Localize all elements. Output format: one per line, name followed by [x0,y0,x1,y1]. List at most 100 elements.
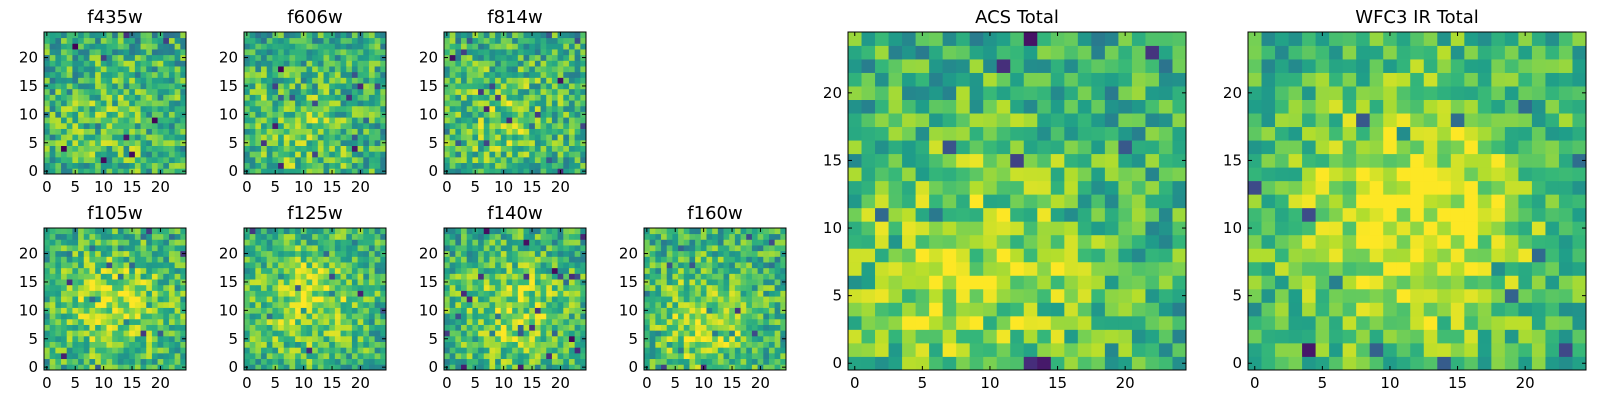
heatmap-cell [346,245,353,252]
heatmap-cell [249,364,256,371]
heatmap-cell [72,352,79,360]
heatmap-cell [472,117,479,124]
heatmap-cell [146,168,153,175]
heatmap-cell [272,139,279,146]
heatmap-cell [546,156,553,164]
heatmap-cell [272,60,279,67]
heatmap-cell [66,335,73,342]
heatmap-cell [89,307,96,314]
heatmap-cell [300,273,307,280]
heatmap-cell [568,335,576,342]
heatmap-cell [666,250,673,257]
heatmap-cell [317,156,324,164]
heatmap-cell [466,162,473,169]
heatmap-cell [563,228,570,235]
heatmap-cell [283,71,290,78]
heatmap-cell [151,100,158,107]
heatmap-cell [483,83,490,90]
heatmap-cell [151,88,158,95]
heatmap-cell [329,105,336,112]
heatmap-cell [546,139,553,146]
heatmap-cell [112,262,119,269]
heatmap-cell [346,324,353,331]
heatmap-cell [117,318,124,325]
heatmap-cell [551,290,558,297]
heatmap-cell [49,60,56,67]
heatmap-cell [89,128,96,135]
heatmap-cell [351,168,358,175]
heatmap-cell [163,111,170,118]
heatmap-cell [146,250,153,257]
heatmap-cell [574,307,581,314]
heatmap-cell [168,77,176,84]
heatmap-cell [666,239,673,246]
heatmap-cell [512,324,519,331]
heatmap-cell [289,83,296,90]
heatmap-cell [180,245,187,252]
heatmap-cell [180,341,187,348]
heatmap-cell [557,245,564,252]
heatmap-cell [551,134,558,141]
heatmap-cell [89,32,96,39]
heatmap-cell [95,83,102,90]
heatmap-cell [780,341,787,348]
heatmap-cell [368,324,376,331]
heatmap-cell [340,156,347,164]
heatmap-cell [123,313,130,320]
heatmap-cell [249,128,256,135]
heatmap-cell [180,256,187,263]
heatmap-cell [902,261,916,276]
heatmap-cell [283,228,290,235]
heatmap-cell [157,77,164,84]
heatmap-cell [574,162,581,169]
heatmap-cell [740,290,747,297]
heatmap-cell [244,100,251,107]
heatmap-cell [61,156,68,164]
heatmap-cell [523,162,530,169]
heatmap-cell [100,122,107,129]
heatmap-cell [151,43,158,50]
heatmap-cell [929,248,944,263]
heatmap-cell [95,358,102,365]
heatmap-cell [312,134,319,141]
heatmap-cell [683,296,690,303]
heatmap-cell [478,347,485,354]
heatmap-cell [100,284,107,291]
axes-frame [43,31,187,175]
heatmap-cell [557,156,564,164]
heatmap-cell [363,37,370,44]
heatmap-cell [729,347,736,354]
heatmap-cell [363,88,370,95]
heatmap-cell [278,71,285,78]
heatmap-cell [151,228,158,235]
heatmap-cell [723,262,730,269]
heatmap-cell [996,302,1011,317]
heatmap-cell [700,267,707,274]
heatmap-cell [551,151,558,158]
heatmap-cell [368,49,376,56]
heatmap-cell [55,301,62,308]
heatmap-cell [915,167,930,182]
heatmap-cell [563,330,570,337]
heatmap-cell [444,60,451,67]
heatmap-cell [323,296,330,303]
heatmap-cell [174,60,181,67]
heatmap-cell [174,94,181,101]
heatmap-cell [489,168,496,175]
heatmap-cell [875,329,889,344]
heatmap-cell [334,88,341,95]
heatmap-cell [763,262,770,269]
heatmap-cell [100,83,107,90]
heatmap-cell [100,352,107,360]
heatmap-cell [495,49,502,56]
heatmap-cell [489,290,496,297]
heatmap-cell [875,194,889,209]
heatmap-cell [472,250,479,257]
heatmap-cell [334,60,341,67]
heatmap-cell [123,122,130,129]
heatmap-cell [323,335,330,342]
heatmap-cell [695,347,702,354]
heatmap-cell [483,168,490,175]
heatmap-cell [512,105,519,112]
heatmap-cell [363,324,370,331]
